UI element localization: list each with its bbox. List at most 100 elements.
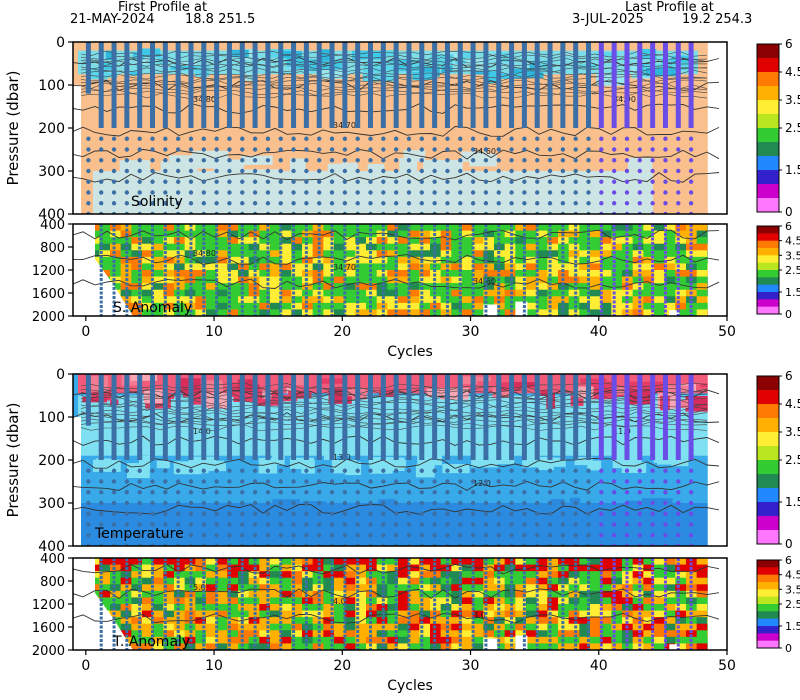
anomaly-cell [654,558,666,566]
anomaly-cell [376,309,388,316]
anomaly-cell [643,243,655,251]
anomaly-cell [547,296,559,304]
anomaly-cell [579,558,591,566]
anomaly-cell [462,230,474,238]
anomaly-cell [643,604,655,612]
anomaly-cell [696,256,708,264]
anomaly-cell [451,610,463,618]
x-tick-label: 30 [462,324,480,340]
profile-point [573,468,578,473]
anomaly-cell [174,571,186,579]
anomaly-cell [206,270,218,278]
profile-point [406,511,412,516]
profile-point [432,136,437,141]
anomaly-cell [419,643,431,650]
profile-point [201,522,206,527]
profile-point [175,168,181,174]
anomaly-cell [611,309,623,316]
anomaly-cell [547,617,559,625]
anomaly-cell [643,636,655,644]
profile-point [547,522,553,527]
profile-point [99,190,104,195]
anomaly-cell [664,224,676,232]
anomaly-cell [152,630,164,638]
y-tick-label: 800 [40,241,65,256]
profile-point [663,190,668,195]
anomaly-cell [696,224,708,232]
colorbar-swatch [757,248,779,256]
anomaly-cell [99,558,111,566]
profile-point [624,511,630,516]
anomaly-cell [558,630,570,638]
profile-point [342,147,348,152]
anomaly-cell [398,604,410,612]
anomaly-cell [206,263,218,271]
y-axis-label: Pressure (dbar) [4,71,22,186]
profile-point [496,500,501,506]
warm-surface-patch [440,387,469,400]
profile-point [111,168,117,174]
anomaly-cell [504,309,516,316]
anomaly-cell [259,224,271,232]
profile-point [124,479,130,484]
profile-point [317,190,322,195]
profile-point [393,533,399,538]
anomaly-cell [579,289,591,297]
profile-point [637,511,642,516]
anomaly-cell [536,276,548,284]
profile-point [227,168,232,174]
colorbar-tick-label: 3.5 [785,425,800,439]
anomaly-cell [216,250,228,258]
anomaly-cell [131,577,143,585]
anomaly-cell [675,590,687,598]
profile-point [522,500,527,506]
anomaly-cell [664,577,676,585]
anomaly-cell [675,597,687,605]
anomaly-cell [664,283,676,291]
anomaly-cell [206,584,218,592]
anomaly-cell [675,584,687,592]
profile-point [637,201,642,206]
anomaly-cell [408,296,420,304]
profile-point [509,479,514,484]
anomaly-cell [547,270,559,278]
profile-point [458,522,463,527]
profile-point [99,500,104,506]
anomaly-cell [579,577,591,585]
profile-point [175,479,181,484]
colorbar-swatch [757,299,779,308]
anomaly-cell [643,643,655,650]
profile-point [304,522,309,527]
profile-point [368,190,373,195]
anomaly-cell [344,558,356,566]
anomaly-cell [184,558,196,566]
colorbar-swatch [757,240,779,249]
profile-point [291,201,296,206]
profile-point [406,490,412,495]
profile-point [445,490,450,495]
anomaly-cell [259,237,271,245]
anomaly-cell [216,564,228,572]
anomaly-cell [440,630,452,638]
anomaly-cell [462,604,474,612]
last-profile-coords: 19.2 254.3 [682,12,753,27]
thermocline-band [78,395,727,456]
anomaly-cell [643,263,655,271]
anomaly-cell [270,623,282,631]
profile-point [599,468,604,473]
profile-point [483,522,489,527]
anomaly-cell [675,643,687,650]
anomaly-cell [355,250,367,258]
anomaly-cell [547,230,559,238]
profile-point [124,158,130,163]
profile-point [188,179,194,184]
profile-point [470,168,476,174]
anomaly-cell [270,577,282,585]
anomaly-cell [632,243,644,251]
profile-point [406,533,412,538]
anomaly-cell [152,270,164,278]
profile-point [278,136,283,141]
profile-point [252,147,258,152]
anomaly-cell [526,276,538,284]
anomaly-cell [387,584,399,592]
